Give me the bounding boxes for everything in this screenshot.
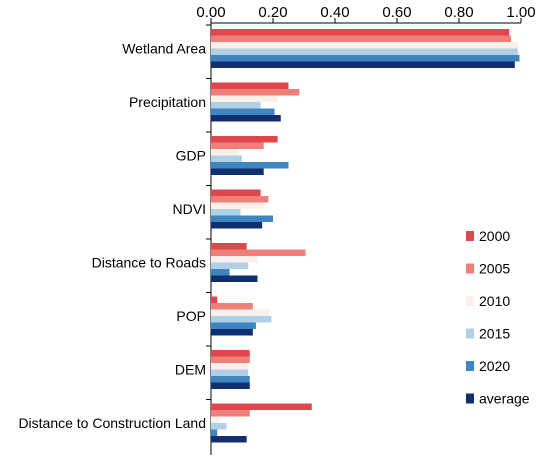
category-label: NDVI: [173, 201, 206, 217]
bar-2010-3: [211, 202, 264, 209]
legend-label: 2015: [479, 326, 510, 342]
legend-label: average: [479, 391, 530, 407]
bar-2015-7: [211, 423, 227, 430]
category-label: Precipitation: [129, 94, 206, 110]
bar-2015-4: [211, 262, 249, 269]
bar-2010-6: [211, 363, 249, 370]
bar-2020-7: [211, 429, 218, 436]
x-tick-label: 0.40: [320, 4, 349, 21]
bar-2005-2: [211, 142, 264, 149]
category-label: Distance to Roads: [92, 255, 206, 271]
legend-swatch-2005: [466, 263, 474, 274]
bar-average-6: [211, 382, 250, 389]
bar-2015-5: [211, 316, 272, 323]
bar-2020-4: [211, 269, 230, 276]
x-tick-label: 0.00: [196, 4, 225, 21]
bar-average-2: [211, 168, 264, 175]
bar-average-4: [211, 275, 258, 282]
category-label: DEM: [175, 362, 206, 378]
bar-2005-5: [211, 303, 253, 310]
bar-2020-1: [211, 108, 275, 115]
bar-2015-0: [211, 48, 518, 55]
legend-label: 2005: [479, 261, 510, 277]
bar-2005-4: [211, 249, 306, 256]
category-label: POP: [176, 308, 206, 324]
bar-2000-6: [211, 350, 250, 357]
bar-2005-3: [211, 196, 269, 203]
bar-2010-1: [211, 95, 278, 102]
legend-swatch-average: [466, 393, 474, 404]
legend-swatch-2015: [466, 328, 474, 339]
bar-2000-5: [211, 296, 218, 303]
bar-2015-1: [211, 102, 261, 109]
bar-2000-1: [211, 82, 289, 89]
bar-2015-6: [211, 369, 249, 376]
bar-2010-0: [211, 42, 518, 49]
bar-2010-2: [211, 149, 239, 156]
legend-label: 2020: [479, 358, 510, 374]
bar-average-3: [211, 222, 263, 229]
x-tick-label: 0.80: [444, 4, 473, 21]
x-tick-label: 0.60: [382, 4, 411, 21]
x-tick-label: 0.20: [258, 4, 287, 21]
bar-2005-6: [211, 356, 250, 363]
bar-average-0: [211, 61, 515, 68]
legend-swatch-2020: [466, 361, 474, 371]
category-label: Distance to Construction Land: [18, 415, 206, 431]
category-label: Wetland Area: [122, 41, 206, 57]
bar-2010-4: [211, 256, 258, 263]
bar-2020-0: [211, 55, 520, 62]
bar-2015-3: [211, 209, 241, 216]
bar-2000-0: [211, 29, 510, 36]
bar-average-1: [211, 115, 281, 122]
legend-label: 2010: [479, 293, 510, 309]
bar-2005-0: [211, 35, 512, 42]
bar-2000-4: [211, 243, 247, 250]
bar-average-5: [211, 329, 253, 336]
bar-2010-7: [211, 416, 219, 423]
bar-2015-2: [211, 155, 242, 162]
bar-2000-3: [211, 189, 261, 196]
bar-2000-2: [211, 136, 278, 143]
bar-2005-7: [211, 410, 250, 417]
bar-average-7: [211, 436, 247, 443]
bar-2010-5: [211, 309, 270, 316]
legend-label: 2000: [479, 228, 510, 244]
legend-swatch-2000: [466, 231, 474, 241]
bar-2020-6: [211, 376, 250, 383]
bar-2020-3: [211, 215, 273, 222]
legend-swatch-2010: [466, 296, 474, 306]
bar-2005-1: [211, 89, 300, 96]
bar-2020-2: [211, 162, 289, 169]
category-label: GDP: [176, 148, 206, 164]
bar-2000-7: [211, 403, 312, 410]
x-tick-label: 1.00: [506, 4, 535, 21]
bar-2020-5: [211, 322, 256, 329]
